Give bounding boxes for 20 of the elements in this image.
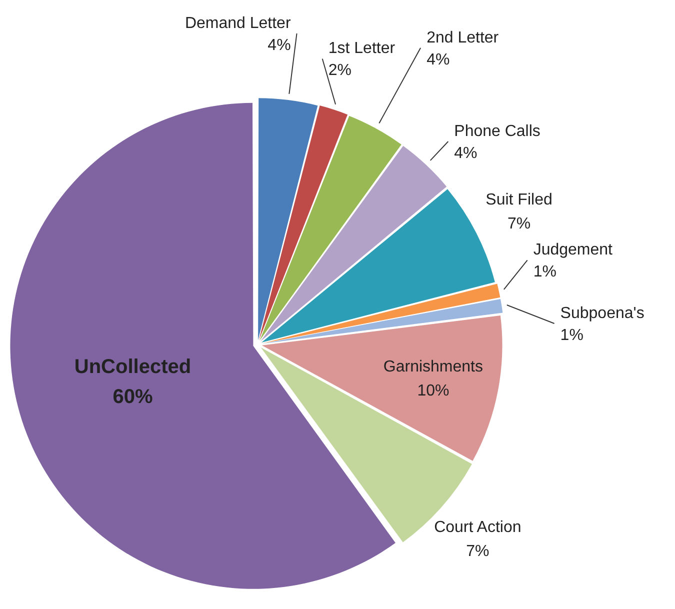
- slice-label: Court Action: [434, 519, 522, 536]
- slice-label: Judgement: [533, 242, 614, 259]
- slice-label: Subpoena's: [560, 304, 644, 322]
- slice-label: Demand Letter: [184, 14, 292, 32]
- slice-label: UnCollected: [74, 356, 192, 378]
- data-label: 7%: [507, 216, 531, 233]
- data-label: 4%: [426, 51, 450, 68]
- data-label: 10%: [417, 382, 450, 400]
- slice-label: Suit Filed: [486, 192, 552, 209]
- data-label: 7%: [466, 543, 490, 560]
- data-label: 1%: [533, 264, 556, 281]
- data-label: 4%: [268, 36, 291, 54]
- slice-label: Garnishments: [383, 358, 484, 376]
- slice-label: Phone Calls: [454, 122, 540, 140]
- data-label: 4%: [454, 144, 478, 162]
- data-label: 2%: [328, 62, 352, 80]
- data-label: 1%: [560, 326, 584, 344]
- slice-label: 2nd Letter: [426, 29, 500, 46]
- slice-label: 1st Letter: [328, 40, 396, 58]
- data-label: 60%: [112, 386, 153, 408]
